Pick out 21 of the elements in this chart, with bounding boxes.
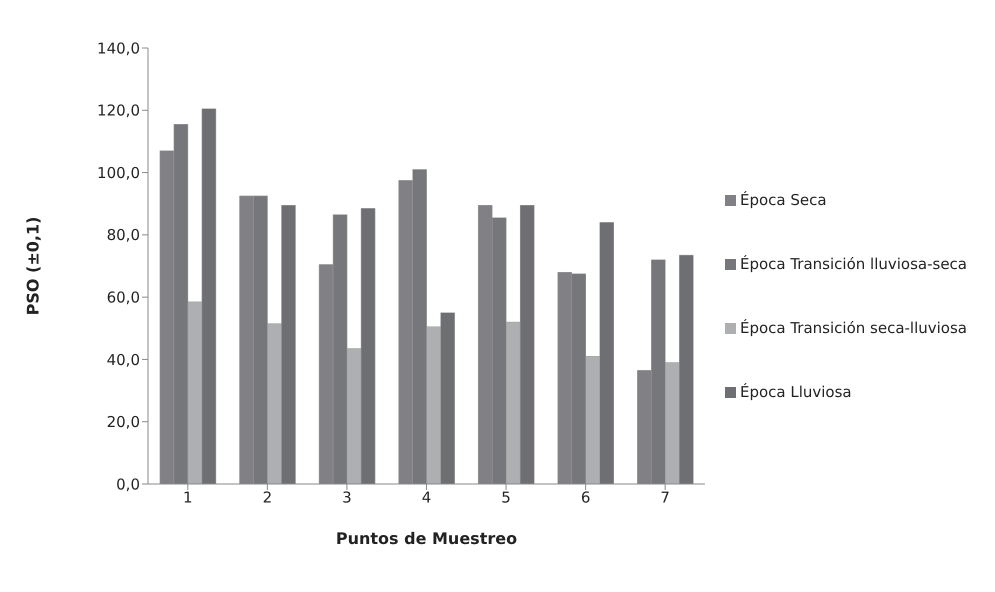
x-tick-label: 2	[262, 488, 272, 507]
y-tick-label: 40,0	[106, 350, 140, 369]
y-tick-label: 60,0	[106, 288, 140, 306]
legend-label: Época Transición lluviosa-seca	[740, 255, 967, 273]
x-tick-label: 7	[660, 488, 670, 507]
legend-label: Época Lluviosa	[740, 383, 852, 401]
y-tick-label: 20,0	[106, 413, 140, 432]
legend-label: Época Transición seca-lluviosa	[740, 319, 967, 337]
y-tick-label: 100,0	[97, 164, 140, 182]
y-tick-label: 80,0	[106, 226, 140, 244]
y-tick-label: 0,0	[116, 475, 140, 494]
x-tick-label: 6	[580, 488, 590, 507]
x-tick-label: 4	[422, 488, 432, 507]
y-tick-label: 120,0	[97, 102, 140, 120]
y-tick-label: 140,0	[97, 39, 140, 58]
x-tick-label: 3	[342, 488, 352, 507]
x-axis-title: Puntos de Muestreo	[336, 529, 518, 548]
y-axis-title: PSO (±0,1)	[24, 216, 43, 316]
x-tick-label: 1	[183, 488, 193, 507]
legend-label: Época Seca	[740, 191, 827, 209]
x-tick-label: 5	[501, 488, 511, 507]
